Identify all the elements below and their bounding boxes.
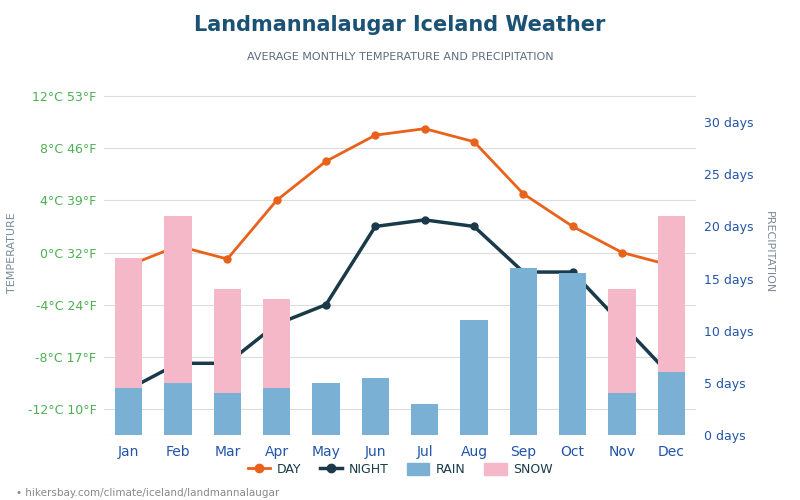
DAY xyxy=(272,198,282,203)
Bar xyxy=(214,289,241,435)
Text: Landmannalaugar Iceland Weather: Landmannalaugar Iceland Weather xyxy=(194,15,606,35)
Bar xyxy=(559,352,586,435)
Bar xyxy=(658,216,685,435)
Bar xyxy=(658,372,685,435)
NIGHT xyxy=(617,321,626,327)
NIGHT xyxy=(124,386,134,392)
NIGHT xyxy=(370,224,380,230)
NIGHT xyxy=(469,224,478,230)
NIGHT xyxy=(173,360,182,366)
DAY xyxy=(222,256,232,262)
Bar xyxy=(214,394,241,435)
Line: DAY: DAY xyxy=(125,125,675,269)
Bar xyxy=(263,388,290,435)
Bar xyxy=(609,289,635,435)
Bar xyxy=(165,383,191,435)
Bar xyxy=(461,320,487,435)
DAY xyxy=(518,191,528,197)
Bar xyxy=(165,216,191,435)
Bar xyxy=(115,388,142,435)
NIGHT xyxy=(568,269,578,275)
Bar xyxy=(313,424,339,435)
NIGHT xyxy=(666,374,676,380)
NIGHT xyxy=(222,360,232,366)
NIGHT xyxy=(518,269,528,275)
DAY xyxy=(666,262,676,268)
DAY xyxy=(420,126,430,132)
Bar xyxy=(411,404,438,435)
NIGHT xyxy=(272,321,282,327)
Y-axis label: PRECIPITATION: PRECIPITATION xyxy=(764,212,774,294)
DAY xyxy=(124,262,134,268)
Y-axis label: TEMPERATURE: TEMPERATURE xyxy=(6,212,17,293)
Bar xyxy=(115,258,142,435)
Bar xyxy=(510,268,537,435)
Legend: DAY, NIGHT, RAIN, SNOW: DAY, NIGHT, RAIN, SNOW xyxy=(242,458,558,481)
Bar xyxy=(263,300,290,435)
Bar xyxy=(362,378,389,435)
Bar xyxy=(313,383,339,435)
Text: • hikersbay.com/climate/iceland/landmannalaugar: • hikersbay.com/climate/iceland/landmann… xyxy=(16,488,279,498)
Line: NIGHT: NIGHT xyxy=(125,216,675,393)
NIGHT xyxy=(322,302,331,308)
DAY xyxy=(173,243,182,249)
DAY xyxy=(568,224,578,230)
DAY xyxy=(322,158,331,164)
Bar xyxy=(559,274,586,435)
DAY xyxy=(469,138,478,144)
Text: AVERAGE MONTHLY TEMPERATURE AND PRECIPITATION: AVERAGE MONTHLY TEMPERATURE AND PRECIPIT… xyxy=(246,52,554,62)
Bar xyxy=(609,394,635,435)
DAY xyxy=(370,132,380,138)
DAY xyxy=(617,250,626,256)
NIGHT xyxy=(420,217,430,223)
